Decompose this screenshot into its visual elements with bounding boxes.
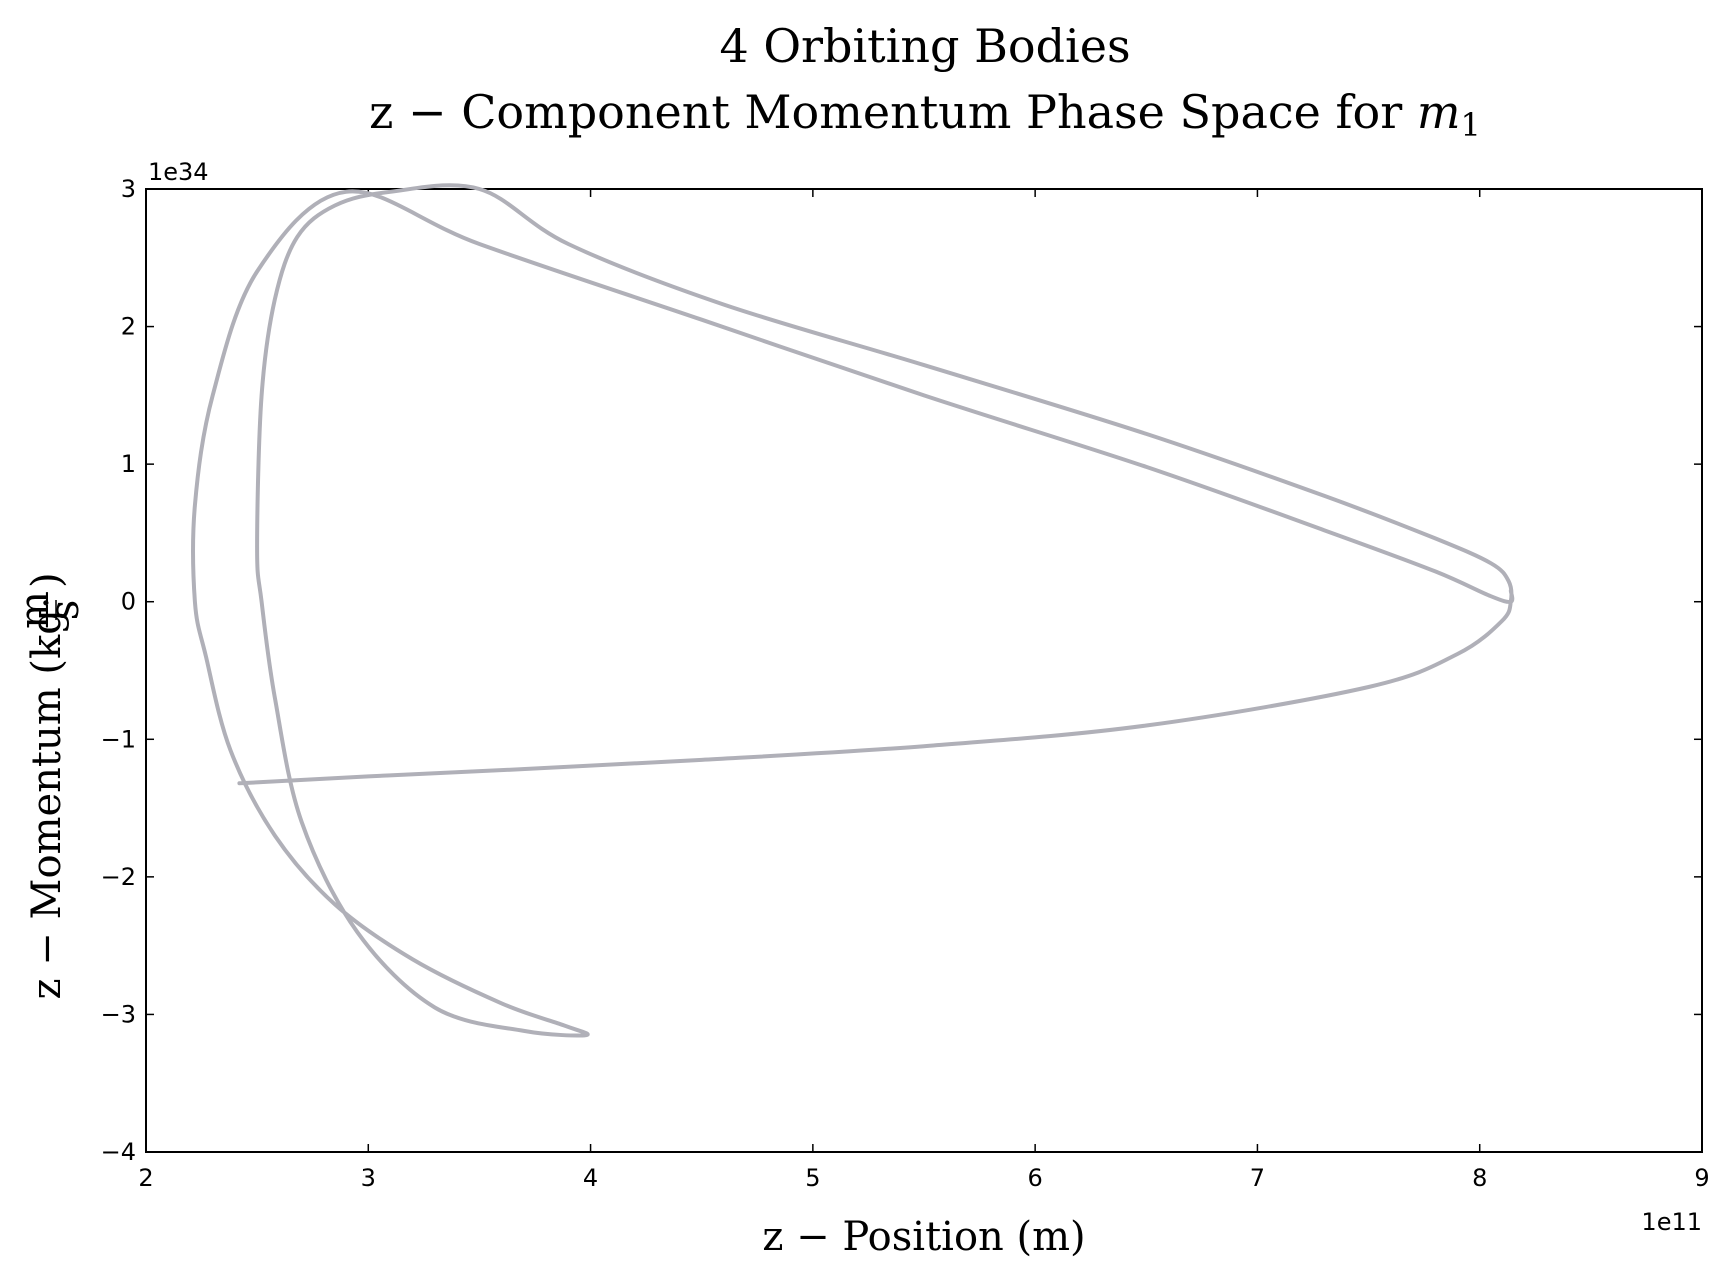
x-tick-label: 7 <box>1250 1164 1265 1192</box>
chart-title-line-1: 4 Orbiting Bodies <box>719 19 1130 73</box>
plot-area <box>145 188 1703 1153</box>
x-tick-label: 9 <box>1694 1164 1709 1192</box>
y-axis-label-frac-den: s <box>42 600 88 621</box>
x-axis-multiplier: 1e11 <box>1641 1208 1702 1236</box>
chart-title-line-2-var: m <box>1417 85 1461 139</box>
y-axis-label-frac-num: m <box>12 591 58 629</box>
series-line-1 <box>191 183 1515 1038</box>
y-tick-label: 1 <box>121 450 136 478</box>
chart-title-line-2: z − Component Momentum Phase Space for m… <box>369 85 1481 144</box>
y-tick-label: −3 <box>101 1000 136 1028</box>
y-tick-label: −1 <box>101 725 136 753</box>
y-tick-label: 0 <box>121 588 136 616</box>
chart-title-line-2-sub: 1 <box>1460 106 1480 144</box>
x-tick-label: 6 <box>1028 1164 1043 1192</box>
x-axis: 2 3 4 5 6 7 8 9 <box>138 189 1710 1192</box>
y-tick-label: −2 <box>101 863 136 891</box>
y-axis-label: z − Momentum (kg· m s ) <box>12 572 88 999</box>
x-tick-label: 8 <box>1472 1164 1487 1192</box>
x-tick-label: 5 <box>805 1164 820 1192</box>
x-tick-label: 2 <box>138 1164 153 1192</box>
y-tick-label: 2 <box>121 313 136 341</box>
x-axis-label: z − Position (m) <box>762 1214 1085 1260</box>
y-axis-label-suffix: ) <box>24 572 70 588</box>
y-tick-label: 3 <box>121 175 136 203</box>
y-axis: −4 −3 −2 −1 0 1 2 3 <box>101 175 1702 1166</box>
x-tick-label: 4 <box>583 1164 598 1192</box>
x-tick-label: 3 <box>361 1164 376 1192</box>
chart-title-line-2-prefix: z − Component Momentum Phase Space for <box>369 85 1417 139</box>
y-axis-multiplier: 1e34 <box>148 158 209 186</box>
y-axis-label-prefix: z − Momentum (kg· <box>24 596 70 999</box>
series-layer <box>191 183 1515 1038</box>
y-tick-label: −4 <box>101 1138 136 1166</box>
